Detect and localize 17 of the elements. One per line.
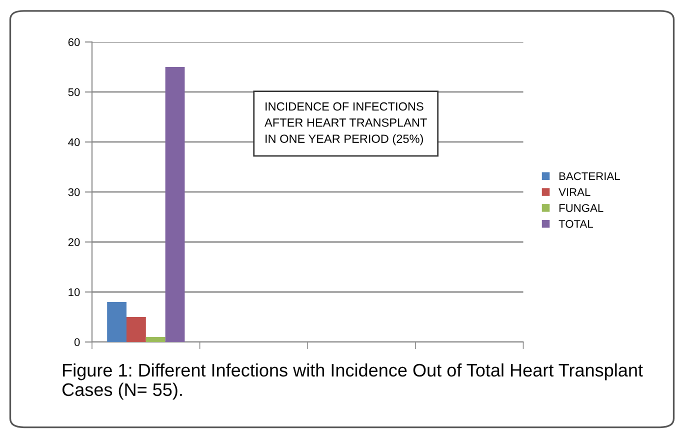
legend-label: FUNGAL bbox=[559, 204, 604, 212]
bar bbox=[126, 316, 146, 342]
y-tick-label: 30 bbox=[68, 188, 80, 196]
y-tick-label: 60 bbox=[68, 38, 80, 46]
legend-label: VIRAL bbox=[558, 188, 590, 196]
y-tick-label: 40 bbox=[68, 138, 80, 146]
bar bbox=[146, 337, 166, 342]
y-tick-label: 10 bbox=[68, 288, 80, 296]
bar bbox=[107, 302, 126, 342]
y-tick-label: 20 bbox=[68, 238, 80, 246]
bar bbox=[165, 66, 185, 342]
y-tick-label: 50 bbox=[68, 88, 80, 96]
y-tick-label: 0 bbox=[74, 338, 80, 346]
legend-label: TOTAL bbox=[558, 220, 593, 228]
annotation: INCIDENCE OF INFECTIONS AFTER HEART TRANSPLANT IN ONE YEAR PERIOD (25%) bbox=[264, 102, 427, 146]
legend-label: BACTERIAL bbox=[559, 172, 620, 180]
caption: Figure 1: Different Infections with Incidence Out of Total Heart Transplant Cases (N= 55). bbox=[62, 363, 643, 400]
